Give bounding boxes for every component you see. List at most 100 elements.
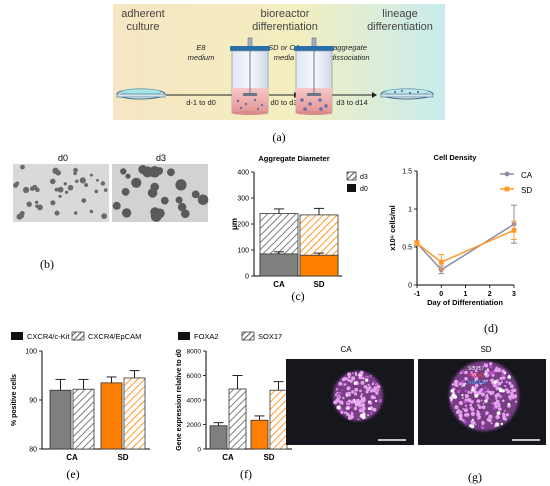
aggregate-d0 (73, 167, 78, 173)
stained-cell (507, 375, 511, 379)
stained-cell (486, 418, 490, 422)
stage-bioreactor-line2: differentiation (252, 21, 318, 33)
stained-cell (354, 403, 358, 407)
aggregate-d3 (149, 166, 161, 178)
stained-cell (336, 405, 340, 410)
chart-title: Aggregate Diameter (258, 154, 329, 163)
stained-cell (512, 397, 515, 400)
stained-cell (485, 411, 489, 415)
stained-cell (450, 389, 454, 393)
point-SD (511, 227, 517, 233)
stained-cell (338, 381, 343, 386)
point-SD (414, 240, 420, 246)
stained-cell (499, 395, 502, 398)
stained-cell (469, 403, 473, 407)
stained-cell (469, 406, 474, 410)
legend-label-FOXA2: FOXA2 (194, 332, 219, 341)
stained-cell (489, 362, 493, 366)
legend-swatch-FOXA2 (178, 332, 190, 340)
aggregate-d0 (73, 171, 77, 176)
aggregate-ca (333, 370, 383, 421)
stained-cell (464, 377, 468, 381)
stained-cell (501, 369, 505, 374)
stained-cell (467, 390, 471, 394)
stained-cell (491, 378, 494, 382)
stained-cell (336, 391, 339, 394)
stained-cell (344, 411, 347, 414)
stained-cell (478, 405, 482, 409)
stained-cell (462, 408, 465, 410)
stained-cell (336, 388, 339, 391)
aggregate-d3 (160, 196, 169, 205)
chart-percent-positive: 80 90 100 % positive cells CA SD CXCR4/c-Kit CX… (11, 331, 150, 481)
stained-cell (474, 383, 479, 388)
stained-cell (490, 422, 493, 425)
legend-marker-CA (504, 171, 510, 177)
stained-cell (474, 376, 479, 381)
stained-cell (503, 417, 507, 421)
stained-cell (457, 389, 461, 394)
y-tick-label: 1 (408, 207, 412, 214)
legend-label-d3: d3 (360, 174, 368, 181)
stained-cell (510, 391, 514, 396)
stained-cell (500, 422, 503, 426)
caption-e: (e) (66, 467, 79, 481)
caption-d: (d) (484, 321, 498, 335)
petri-dish-lineage-icon (380, 88, 434, 100)
aggregate-d3 (121, 188, 130, 196)
stained-cell (467, 398, 472, 403)
stained-cell (491, 402, 493, 405)
aggregate-sd (449, 361, 519, 431)
stained-cell (347, 378, 351, 382)
stained-cell (350, 400, 354, 404)
bar-SOX17-CA (228, 388, 247, 450)
x-axis-label: Day of Differentiation (427, 298, 503, 307)
stained-cell (505, 388, 508, 392)
stained-cell (497, 404, 501, 408)
stained-cell (463, 420, 467, 424)
aggregate-d3 (138, 165, 148, 174)
stained-cell (482, 402, 485, 405)
stained-cell (496, 411, 501, 415)
stained-cell (361, 398, 366, 403)
bar-d0-CA (259, 253, 299, 277)
stained-cell (359, 389, 362, 393)
stained-cell (351, 372, 354, 375)
stained-cell (359, 370, 364, 375)
aggregate-d3 (112, 201, 121, 210)
stage-bioreactor-line1: bioreactor (261, 8, 310, 20)
stained-cell (470, 419, 475, 425)
stained-cell (474, 394, 479, 398)
stained-cell (337, 395, 340, 398)
stained-cell (344, 383, 347, 385)
stained-cell (340, 411, 344, 414)
x-tick-label: CA (66, 453, 78, 462)
stained-cell (351, 411, 353, 414)
stained-cell (505, 413, 510, 417)
stained-cell (497, 381, 501, 386)
y-tick-label: 100 (25, 349, 37, 356)
stained-cell (499, 376, 503, 381)
stained-cell (350, 415, 354, 419)
stained-cell (502, 414, 506, 419)
stained-cell (484, 414, 487, 416)
stained-cell (485, 396, 489, 400)
stained-cell (505, 381, 508, 384)
stained-cell (502, 376, 506, 380)
day-range-1: d-1 to d0 (186, 98, 216, 107)
aggregate-d0 (101, 213, 107, 220)
stained-cell (361, 407, 364, 410)
chart-aggregate-diameter: Aggregate Diameter 0 100 200 300 400 μm CA SD d3 d… (230, 154, 368, 303)
stained-cell (476, 399, 481, 403)
aggregate-d3 (197, 194, 209, 206)
aggregate-d3 (175, 179, 187, 191)
aggregates-d0 (13, 164, 108, 220)
stain-legend-foxa2: FOXA2 (468, 373, 485, 379)
legend-marker-SD (504, 186, 510, 192)
aggregate-d0 (89, 209, 94, 214)
stained-cell (480, 399, 483, 402)
caption-b: (b) (40, 257, 54, 271)
stained-cell (478, 366, 480, 369)
medium-sdca-line1: SD or CA (268, 43, 300, 52)
